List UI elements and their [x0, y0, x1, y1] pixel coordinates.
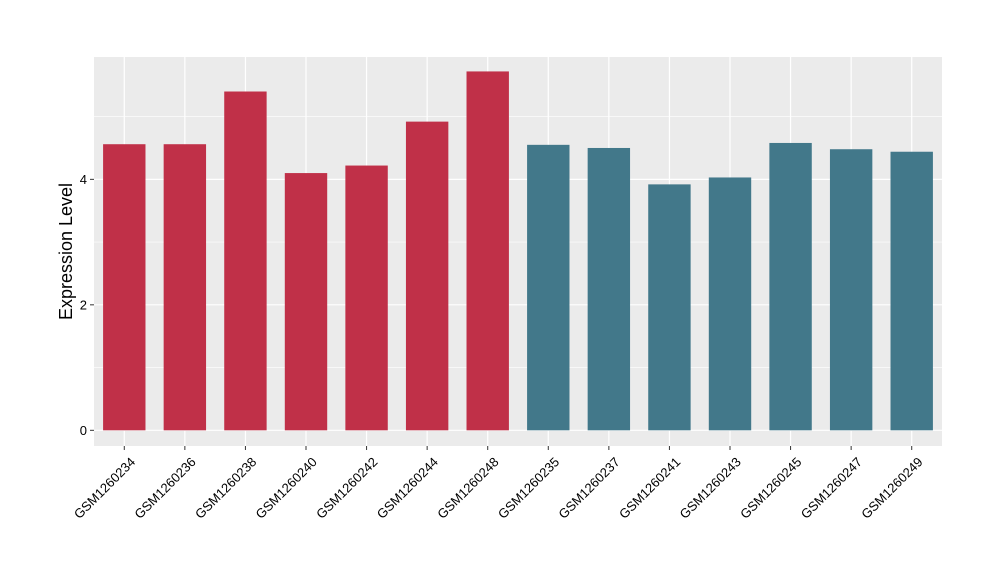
- bar: [829, 149, 873, 431]
- bar: [527, 144, 570, 431]
- y-axis: 0 2 4: [80, 172, 94, 438]
- bar: [769, 142, 812, 431]
- y-tick-label: 4: [80, 172, 87, 187]
- x-tick-label: GSM1260247: [798, 454, 865, 521]
- bar: [284, 173, 328, 431]
- x-axis: GSM1260234GSM1260236GSM1260238GSM1260240…: [71, 446, 926, 522]
- y-tick-label: 2: [80, 297, 87, 312]
- x-tick-label: GSM1260244: [374, 454, 441, 521]
- y-axis-title: Expression Level: [56, 183, 76, 320]
- bar: [224, 91, 267, 431]
- x-tick-label: GSM1260234: [71, 454, 138, 521]
- x-tick-label: GSM1260240: [253, 454, 320, 521]
- x-tick-label: GSM1260249: [858, 454, 925, 521]
- bars: [103, 71, 933, 431]
- plot-panel: [94, 57, 942, 446]
- x-tick-label: GSM1260237: [555, 454, 622, 521]
- x-tick-label: GSM1260243: [677, 454, 744, 521]
- x-tick-label: GSM1260242: [313, 454, 380, 521]
- bar: [708, 177, 752, 431]
- y-tick-label: 0: [80, 423, 87, 438]
- x-tick-label: GSM1260238: [192, 454, 259, 521]
- bar: [890, 151, 933, 431]
- bar: [587, 147, 631, 431]
- bar: [648, 184, 691, 431]
- x-tick-label: GSM1260245: [737, 454, 804, 521]
- bar: [103, 144, 146, 431]
- x-tick-label: GSM1260236: [131, 454, 198, 521]
- bar: [405, 121, 449, 431]
- x-tick-label: GSM1260235: [495, 454, 562, 521]
- bar: [345, 165, 388, 431]
- bar: [466, 71, 509, 431]
- x-tick-label: GSM1260241: [616, 454, 683, 521]
- bar: [163, 144, 207, 431]
- x-tick-label: GSM1260248: [434, 454, 501, 521]
